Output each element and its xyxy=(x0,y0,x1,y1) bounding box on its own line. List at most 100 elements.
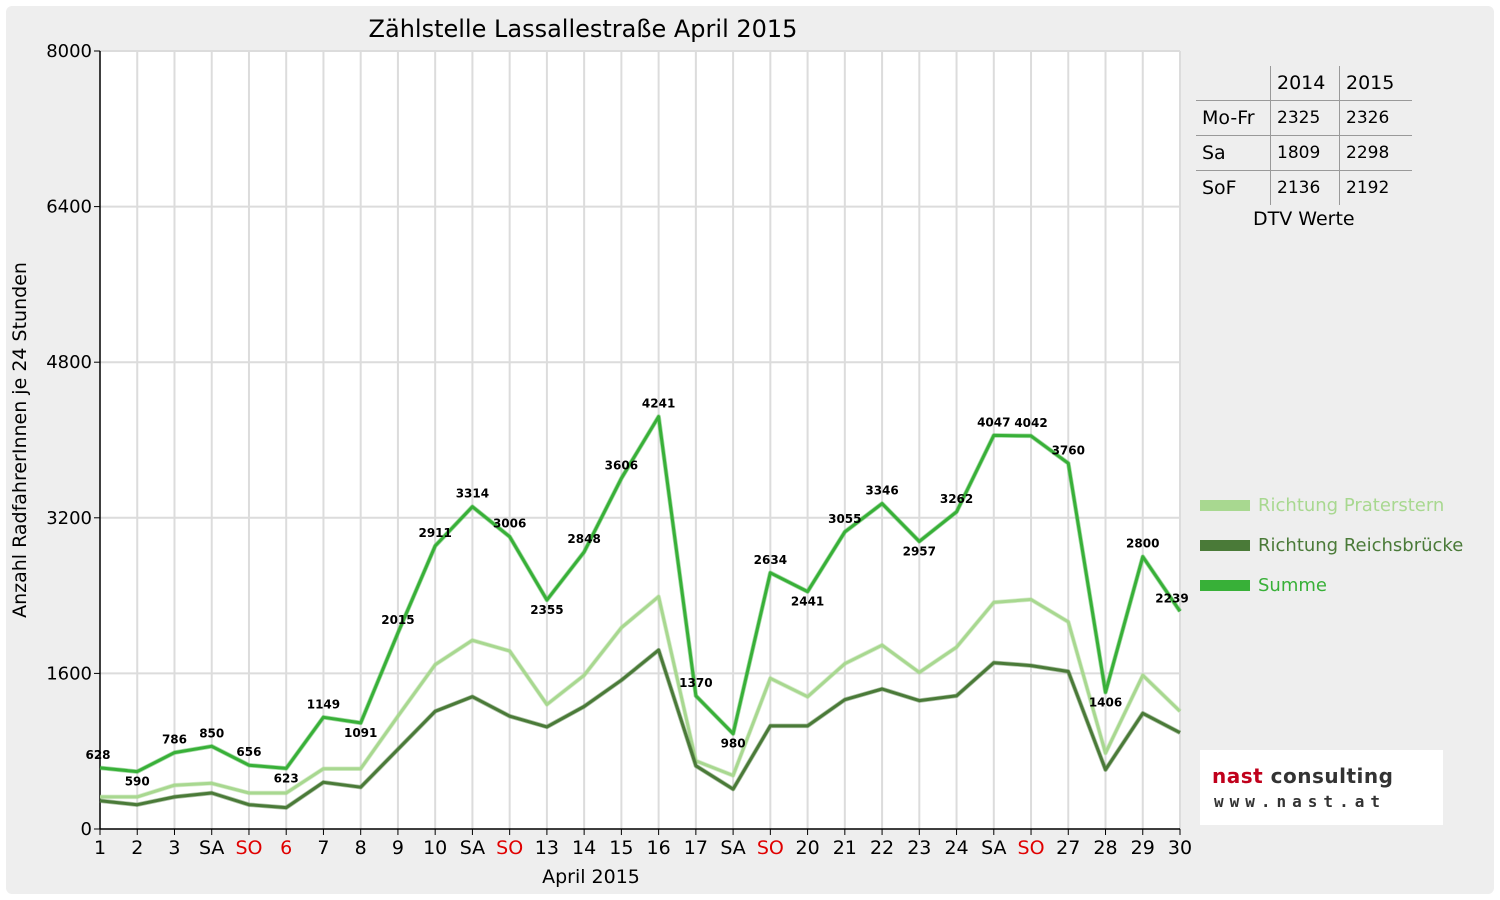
x-tick-label: SO xyxy=(1018,837,1045,859)
logo-name: nast consulting xyxy=(1212,764,1393,788)
nast-consulting-logo: nast consulting www.nast.at xyxy=(1200,750,1443,825)
dtv-cell: 1809 xyxy=(1270,135,1340,171)
x-tick-label: SO xyxy=(496,837,523,859)
x-tick-label: 17 xyxy=(684,837,708,859)
legend-label-praterstern: Richtung Praterstern xyxy=(1258,494,1445,516)
logo-name-part2: consulting xyxy=(1263,764,1394,788)
dtv-cell: 2136 xyxy=(1270,170,1340,205)
x-tick-label: 21 xyxy=(833,837,857,859)
data-label: 4241 xyxy=(642,397,675,411)
x-tick-label: 6 xyxy=(280,837,292,859)
series-line-0 xyxy=(100,595,1182,799)
data-label: 786 xyxy=(162,733,187,747)
dtv-cell: 2326 xyxy=(1339,100,1412,136)
series-line-2 xyxy=(99,415,1182,774)
legend-swatch-reichsbruecke xyxy=(1200,539,1250,551)
x-tick-label: SO xyxy=(757,837,784,859)
data-label: 4042 xyxy=(1014,416,1047,430)
series-line-1 xyxy=(99,648,1181,810)
data-label: 3346 xyxy=(865,484,898,498)
data-label: 623 xyxy=(274,771,299,785)
x-tick-label: 9 xyxy=(392,837,404,859)
data-labels: 628 590 786 850 656 623 1149 1091 2015 2911 3314 30… xyxy=(85,397,1188,789)
data-label: 3314 xyxy=(456,487,489,501)
dtv-row-label: SoF xyxy=(1196,170,1271,205)
x-axis-label: April 2015 xyxy=(542,866,640,888)
x-tick-label: 23 xyxy=(907,837,931,859)
y-tick-label: 1600 xyxy=(46,663,92,684)
logo-url: www.nast.at xyxy=(1214,792,1386,811)
x-tick-label: 10 xyxy=(423,837,447,859)
data-label: 2957 xyxy=(903,544,936,558)
y-tick-label: 6400 xyxy=(46,197,92,218)
x-tick-label: 8 xyxy=(355,837,367,859)
legend-item-summe: Summe xyxy=(1200,573,1327,597)
legend-item-praterstern: Richtung Praterstern xyxy=(1200,493,1444,517)
data-label: 3006 xyxy=(493,517,526,531)
x-tick-label: 13 xyxy=(535,837,559,859)
x-tick-label: 1 xyxy=(94,837,106,859)
data-label: 1149 xyxy=(307,697,340,711)
legend-label-summe: Summe xyxy=(1258,574,1327,596)
data-label: 656 xyxy=(236,745,261,759)
x-tick-label: 24 xyxy=(944,837,968,859)
data-label: 3760 xyxy=(1052,443,1085,457)
data-label: 2800 xyxy=(1126,537,1159,551)
dtv-table: 2014 2015 Mo-Fr 2325 2326 Sa 1809 2298 S… xyxy=(1196,66,1412,205)
x-tick-label: 22 xyxy=(870,837,894,859)
x-tick-label: SO xyxy=(235,837,262,859)
y-tick-label: 8000 xyxy=(46,41,92,62)
data-label: 2239 xyxy=(1155,591,1188,605)
data-label: 4047 xyxy=(977,415,1010,429)
data-label: 590 xyxy=(125,775,150,789)
x-tick-label: 27 xyxy=(1056,837,1080,859)
legend-item-reichsbruecke: Richtung Reichsbrücke xyxy=(1200,533,1463,557)
dtv-row-label: Mo-Fr xyxy=(1196,100,1271,136)
x-tick-label: 30 xyxy=(1168,837,1192,859)
x-tick-label: 16 xyxy=(647,837,671,859)
plot-area xyxy=(100,51,1180,829)
x-tick-label: SA xyxy=(981,837,1006,859)
data-label: 3606 xyxy=(605,458,638,472)
x-tick-label: 29 xyxy=(1131,837,1155,859)
y-tick-label: 4800 xyxy=(46,352,92,373)
data-label: 628 xyxy=(85,748,110,762)
dtv-header-2015: 2015 xyxy=(1346,72,1395,94)
data-label: 2911 xyxy=(418,526,451,540)
dtv-row-label: Sa xyxy=(1196,135,1271,171)
data-label: 2634 xyxy=(754,553,787,567)
data-label: 980 xyxy=(721,737,746,751)
y-tick-label: 0 xyxy=(81,819,92,840)
data-label: 2355 xyxy=(530,603,563,617)
x-tick-label: 2 xyxy=(131,837,143,859)
dtv-cell: 2298 xyxy=(1339,135,1412,171)
data-label: 850 xyxy=(199,726,224,740)
x-tick-label: SA xyxy=(460,837,485,859)
legend-swatch-praterstern xyxy=(1200,499,1250,511)
data-label: 3055 xyxy=(828,512,861,526)
x-tick-label: 14 xyxy=(572,837,596,859)
dtv-header-empty xyxy=(1196,66,1271,101)
chart-title: Zählstelle Lassallestraße April 2015 xyxy=(369,15,798,43)
y-axis-label: Anzahl RadfahrerInnen je 24 Stunden xyxy=(9,262,31,618)
legend-label-reichsbruecke: Richtung Reichsbrücke xyxy=(1258,534,1464,556)
x-tick-label: 28 xyxy=(1093,837,1117,859)
data-label: 2848 xyxy=(567,532,600,546)
x-tick-label: 7 xyxy=(317,837,329,859)
dtv-header-2014: 2014 xyxy=(1270,66,1340,101)
logo-name-part1: nast xyxy=(1212,764,1264,788)
data-label: 3262 xyxy=(940,492,973,506)
x-tick-label: 3 xyxy=(168,837,180,859)
series-layer xyxy=(99,414,1182,810)
grid xyxy=(100,50,1181,829)
x-tick-label: 20 xyxy=(795,837,819,859)
x-tick-label: SA xyxy=(199,837,224,859)
dtv-cell: 2325 xyxy=(1270,100,1340,136)
data-label: 1370 xyxy=(679,676,712,690)
data-label: 1091 xyxy=(344,726,377,740)
dtv-cell: 2192 xyxy=(1339,170,1412,205)
x-tick-label: 15 xyxy=(609,837,633,859)
data-label: 1406 xyxy=(1089,695,1122,709)
